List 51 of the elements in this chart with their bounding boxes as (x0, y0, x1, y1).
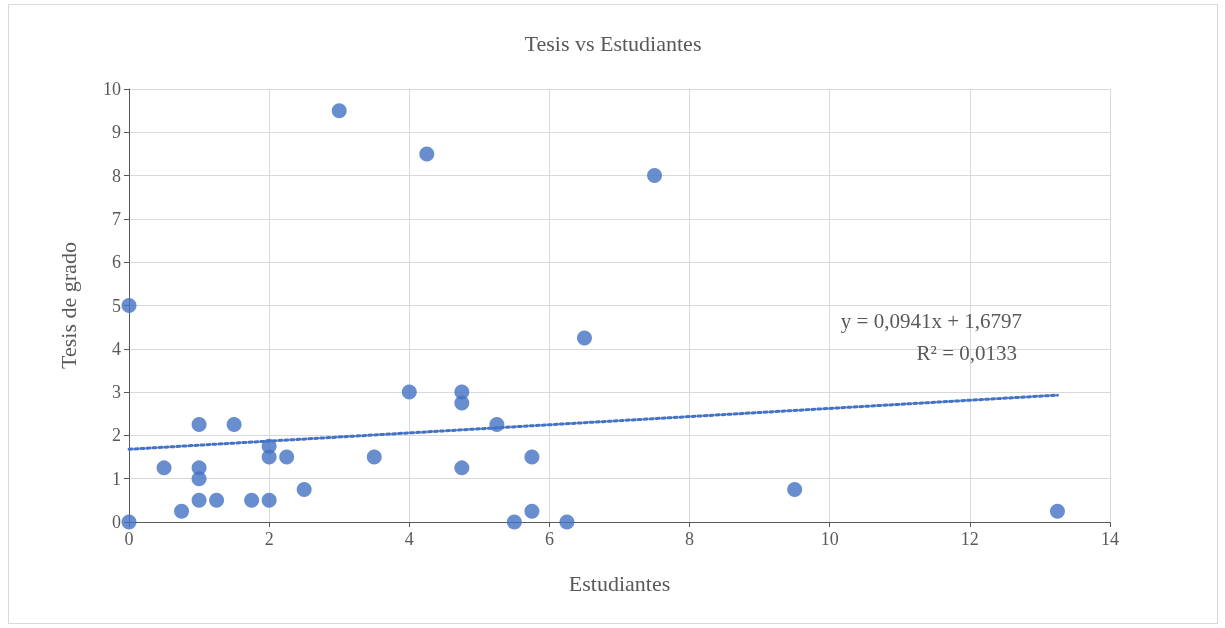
point (191, 417, 207, 433)
y-tick-label: 8 (112, 165, 121, 186)
point (121, 298, 137, 313)
point (419, 146, 435, 162)
point (244, 492, 260, 508)
chart-title: Tesis vs Estudiantes (524, 30, 702, 56)
point (279, 449, 295, 465)
point (576, 330, 592, 346)
x-tick-label: 10 (820, 529, 839, 549)
point (454, 460, 470, 476)
point (121, 514, 137, 530)
point (787, 482, 803, 498)
y-tick-label: 7 (112, 208, 121, 229)
y-tick-label: 10 (103, 79, 121, 99)
y-tick-label: 2 (112, 425, 121, 446)
annotation: y = 0,0941x + 1,6797 (840, 308, 1022, 333)
point (559, 514, 575, 530)
x-axis-title: Estudiantes (568, 570, 671, 596)
point (226, 417, 242, 433)
point (524, 449, 540, 465)
point (191, 492, 207, 508)
point (261, 492, 277, 508)
y-tick-label: 4 (112, 338, 121, 359)
point (261, 449, 277, 465)
point (454, 395, 470, 411)
y-tick-label: 1 (112, 468, 121, 489)
point (174, 503, 190, 519)
x-tick-label: 4 (404, 529, 414, 549)
point (647, 168, 663, 184)
point (506, 514, 522, 530)
x-tick-label: 2 (264, 529, 274, 549)
point (209, 492, 225, 508)
y-axis-title: Tesis de grado (55, 242, 81, 369)
y-tick-label: 6 (112, 252, 121, 273)
x-tick-label: 14 (1101, 529, 1119, 549)
point (296, 482, 312, 498)
annotation: R² = 0,0133 (916, 340, 1018, 365)
point (524, 503, 540, 519)
x-tick-label: 8 (685, 529, 695, 549)
y-tick-label: 3 (112, 382, 121, 403)
y-tick-label: 0 (112, 512, 121, 532)
x-tick-label: 6 (544, 529, 554, 549)
point (331, 103, 347, 119)
y-tick-label: 9 (112, 122, 121, 143)
x-tick-label: 12 (960, 529, 979, 549)
point (191, 471, 207, 487)
point (1049, 503, 1065, 519)
point (401, 384, 417, 400)
y-tick-label: 5 (112, 295, 121, 316)
point (366, 449, 382, 465)
point (156, 460, 172, 476)
